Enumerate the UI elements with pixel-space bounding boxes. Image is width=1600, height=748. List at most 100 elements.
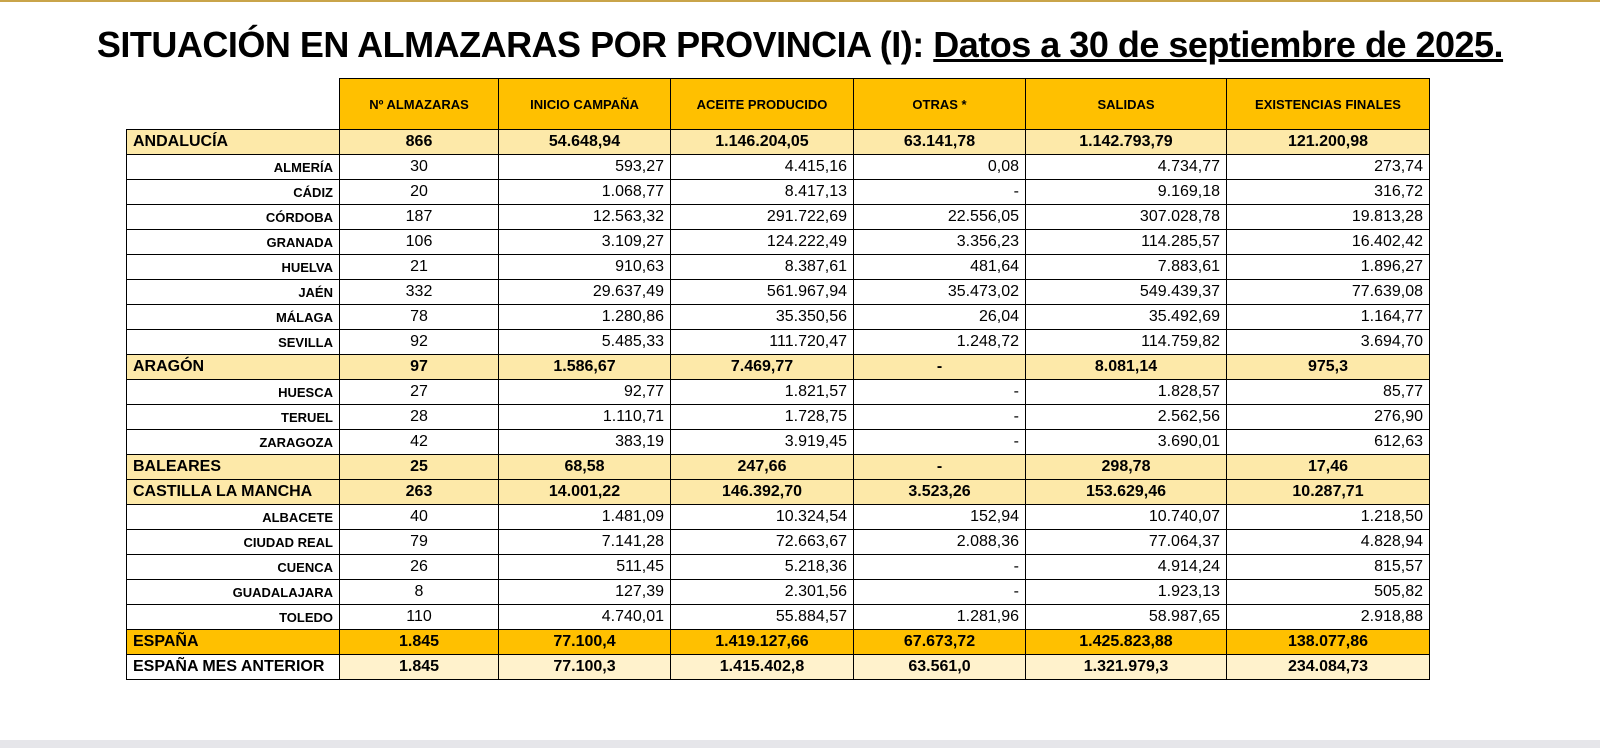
cell: 481,64 bbox=[853, 254, 1026, 280]
cell: 14.001,22 bbox=[498, 479, 671, 505]
cell: 8 bbox=[339, 579, 499, 605]
table-row: ESPAÑA 1.845 77.100,4 1.419.127,66 67.673,72… bbox=[126, 629, 1430, 655]
cell: 138.077,86 bbox=[1226, 629, 1430, 655]
cell: 27 bbox=[339, 379, 499, 405]
cell: 2.562,56 bbox=[1025, 404, 1227, 430]
cell: 10.740,07 bbox=[1025, 504, 1227, 530]
data-table: Nº ALMAZARAS INICIO CAMPAÑA ACEITE PRODUCI… bbox=[126, 78, 1430, 680]
cell: 975,3 bbox=[1226, 354, 1430, 380]
table-row: ALMERÍA 30 593,27 4.415,16 0,08 4.734,77 273,7… bbox=[126, 154, 1430, 180]
cell: 3.356,23 bbox=[853, 229, 1026, 255]
cell: 505,82 bbox=[1226, 579, 1430, 605]
table-row: TOLEDO 110 4.740,01 55.884,57 1.281,96 58.987… bbox=[126, 604, 1430, 630]
cell: 40 bbox=[339, 504, 499, 530]
cell: 291.722,69 bbox=[670, 204, 854, 230]
row-label: JAÉN bbox=[126, 279, 340, 305]
cell: 1.321.979,3 bbox=[1025, 654, 1227, 680]
cell: 77.100,4 bbox=[498, 629, 671, 655]
row-label: GRANADA bbox=[126, 229, 340, 255]
column-header: EXISTENCIAS FINALES bbox=[1226, 78, 1430, 130]
cell: 35.350,56 bbox=[670, 304, 854, 330]
cell: 7.469,77 bbox=[670, 354, 854, 380]
cell: 10.324,54 bbox=[670, 504, 854, 530]
cell: 1.419.127,66 bbox=[670, 629, 854, 655]
cell: 63.561,0 bbox=[853, 654, 1026, 680]
cell: 21 bbox=[339, 254, 499, 280]
blank-cell bbox=[126, 78, 340, 130]
cell: 16.402,42 bbox=[1226, 229, 1430, 255]
cell: 1.142.793,79 bbox=[1025, 129, 1227, 155]
cell: 3.694,70 bbox=[1226, 329, 1430, 355]
cell: 1.828,57 bbox=[1025, 379, 1227, 405]
cell: 1.845 bbox=[339, 654, 499, 680]
table-row: ESPAÑA MES ANTERIOR 1.845 77.100,3 1.415.40… bbox=[126, 654, 1430, 680]
cell: - bbox=[853, 429, 1026, 455]
cell: 22.556,05 bbox=[853, 204, 1026, 230]
cell: 42 bbox=[339, 429, 499, 455]
row-label: SEVILLA bbox=[126, 329, 340, 355]
row-label: CASTILLA LA MANCHA bbox=[126, 479, 340, 505]
title: SITUACIÓN EN ALMAZARAS POR PROVINCIA (I)… bbox=[0, 24, 1600, 66]
cell: 1.218,50 bbox=[1226, 504, 1430, 530]
cell: 67.673,72 bbox=[853, 629, 1026, 655]
cell: 25 bbox=[339, 454, 499, 480]
cell: 77.100,3 bbox=[498, 654, 671, 680]
table-row: ALBACETE 40 1.481,09 10.324,54 152,94 10.740,… bbox=[126, 504, 1430, 530]
cell: 1.845 bbox=[339, 629, 499, 655]
cell: - bbox=[853, 354, 1026, 380]
column-header: INICIO CAMPAÑA bbox=[498, 78, 671, 130]
cell: - bbox=[853, 404, 1026, 430]
cell: 4.740,01 bbox=[498, 604, 671, 630]
title-date: Datos a 30 de septiembre de 2025. bbox=[933, 24, 1504, 65]
row-label: TERUEL bbox=[126, 404, 340, 430]
row-label: ALMERÍA bbox=[126, 154, 340, 180]
cell: 1.821,57 bbox=[670, 379, 854, 405]
cell: 153.629,46 bbox=[1025, 479, 1227, 505]
cell: 2.918,88 bbox=[1226, 604, 1430, 630]
row-label: BALEARES bbox=[126, 454, 340, 480]
cell: 1.110,71 bbox=[498, 404, 671, 430]
table-row: CÓRDOBA 187 12.563,32 291.722,69 22.556,05 30… bbox=[126, 204, 1430, 230]
cell: 1.923,13 bbox=[1025, 579, 1227, 605]
cell: 35.473,02 bbox=[853, 279, 1026, 305]
cell: 68,58 bbox=[498, 454, 671, 480]
table-row: CÁDIZ 20 1.068,77 8.417,13-9.169,18 316,72 bbox=[126, 179, 1430, 205]
cell: 4.415,16 bbox=[670, 154, 854, 180]
cell: 3.690,01 bbox=[1025, 429, 1227, 455]
cell: 1.146.204,05 bbox=[670, 129, 854, 155]
cell: 114.285,57 bbox=[1025, 229, 1227, 255]
cell: 4.914,24 bbox=[1025, 554, 1227, 580]
cell: 7.883,61 bbox=[1025, 254, 1227, 280]
cell: 910,63 bbox=[498, 254, 671, 280]
cell: 79 bbox=[339, 529, 499, 555]
cell: 110 bbox=[339, 604, 499, 630]
cell: 307.028,78 bbox=[1025, 204, 1227, 230]
row-label: TOLEDO bbox=[126, 604, 340, 630]
table-row: BALEARES 25 68,58 247,66-298,78 17,46 bbox=[126, 454, 1430, 480]
cell: 187 bbox=[339, 204, 499, 230]
cell: 114.759,82 bbox=[1025, 329, 1227, 355]
cell: 26 bbox=[339, 554, 499, 580]
cell: 17,46 bbox=[1226, 454, 1430, 480]
cell: 234.084,73 bbox=[1226, 654, 1430, 680]
cell: - bbox=[853, 554, 1026, 580]
table-row: ANDALUCÍA 866 54.648,94 1.146.204,05 63.141,… bbox=[126, 129, 1430, 155]
cell: 511,45 bbox=[498, 554, 671, 580]
row-label: HUELVA bbox=[126, 254, 340, 280]
cell: 78 bbox=[339, 304, 499, 330]
cell: 5.218,36 bbox=[670, 554, 854, 580]
cell: 1.425.823,88 bbox=[1025, 629, 1227, 655]
table-row: ZARAGOZA 42 383,19 3.919,45-3.690,01 612,63 bbox=[126, 429, 1430, 455]
table-row: GRANADA 106 3.109,27 124.222,49 3.356,23 114.… bbox=[126, 229, 1430, 255]
cell: 12.563,32 bbox=[498, 204, 671, 230]
cell: 1.586,67 bbox=[498, 354, 671, 380]
cell: 92 bbox=[339, 329, 499, 355]
row-label: GUADALAJARA bbox=[126, 579, 340, 605]
row-label: ANDALUCÍA bbox=[126, 129, 340, 155]
cell: 593,27 bbox=[498, 154, 671, 180]
cell: 612,63 bbox=[1226, 429, 1430, 455]
cell: 866 bbox=[339, 129, 499, 155]
cell: 77.639,08 bbox=[1226, 279, 1430, 305]
cell: 3.523,26 bbox=[853, 479, 1026, 505]
row-label: ALBACETE bbox=[126, 504, 340, 530]
